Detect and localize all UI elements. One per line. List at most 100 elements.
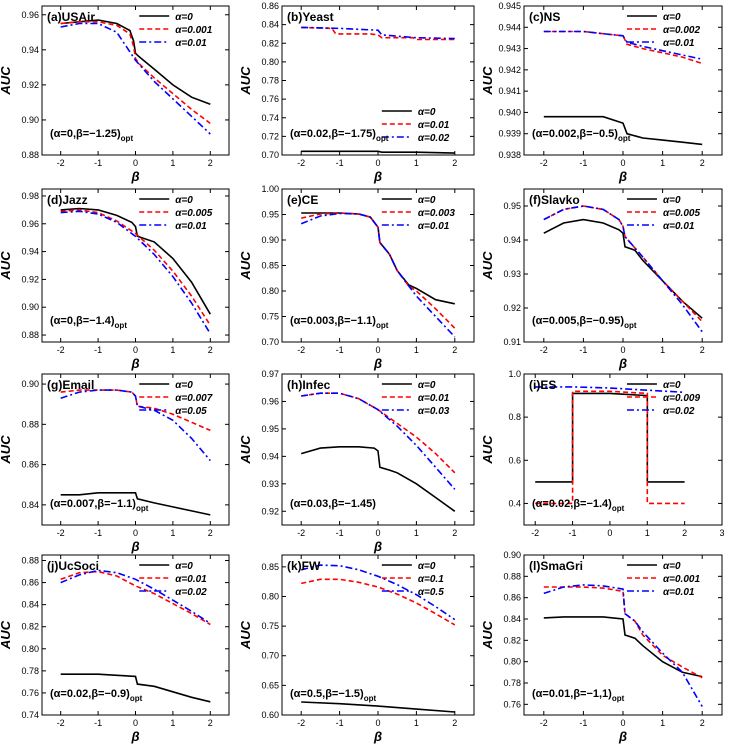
legend-label: α=0.001 (663, 574, 701, 585)
y-tick-label: 1.0 (508, 369, 521, 379)
series-line-3 (60, 389, 211, 462)
series-line-1 (301, 150, 455, 154)
series-line-1 (543, 218, 703, 319)
x-tick-label: -2 (297, 158, 305, 168)
optimal-annotation: (α=0.002,β=−0.5)opt (532, 128, 631, 143)
x-tick-label: -1 (94, 528, 102, 538)
x-tick-label: 1 (645, 528, 650, 538)
x-tick-label: 2 (452, 718, 457, 728)
panel-9: -2 -1 0 1 2 3 0.4 0.6 0.8 1.0 (i)ES α=0 α=0.009 α=0.0… (480, 369, 725, 538)
x-tick-label: 1 (660, 718, 665, 728)
y-axis-label: AUC (238, 66, 253, 96)
x-tick-label: -1 (579, 345, 587, 355)
y-tick-label: 0.8 (508, 412, 521, 422)
y-tick-label: 0.95 (261, 210, 279, 220)
series-line-2 (543, 30, 703, 65)
legend-label: α=0 (418, 380, 436, 391)
x-tick-label: -1 (94, 718, 102, 728)
panel-11: -2 -1 0 1 2 0.60 0.65 0.70 0.75 0.80 0.85 (k)FW α=0 α… (238, 554, 475, 744)
y-tick-label: 0.4 (508, 498, 521, 508)
legend-label: α=0.003 (418, 208, 456, 219)
y-tick-label: 0.88 (21, 556, 39, 566)
y-tick-label: 0.60 (261, 710, 279, 720)
series-line-1 (543, 115, 703, 146)
x-tick-label: -1 (336, 528, 344, 538)
y-tick-label: 0.86 (21, 578, 39, 588)
series-line-2 (301, 212, 456, 329)
y-tick-label: 0.84 (21, 500, 39, 510)
legend-label: α=0.05 (175, 406, 207, 417)
x-tick-label: 1 (660, 345, 665, 355)
legend-label: α=0 (418, 107, 436, 118)
panel-5: -2 -1 0 1 2 0.70 0.75 0.80 0.85 0.90 0.95 1.00 (e)CE… (238, 184, 475, 371)
panel-title: (g)Email (47, 378, 94, 392)
x-tick-label: 0 (133, 345, 138, 355)
x-tick-label: 2 (208, 528, 213, 538)
series-line-2 (60, 209, 211, 326)
legend-label: α=0.02 (418, 133, 450, 144)
y-axis-label: AUC (0, 66, 13, 96)
panel-title: (d)Jazz (47, 193, 88, 207)
legend-label: α=0 (175, 195, 193, 206)
x-tick-label: -1 (579, 158, 587, 168)
y-tick-label: 0.92 (503, 303, 521, 313)
y-tick-label: 0.94 (261, 451, 279, 461)
x-tick-label: 0 (375, 718, 380, 728)
y-tick-label: 0.944 (498, 22, 521, 32)
y-tick-label: 0.74 (261, 113, 279, 123)
y-tick-label: 0.92 (261, 506, 279, 516)
y-tick-label: 0.97 (261, 369, 279, 379)
x-axis-label: β (130, 169, 139, 184)
y-axis-label: AUC (238, 251, 253, 281)
y-tick-label: 0.70 (261, 337, 279, 347)
x-tick-label: 2 (700, 158, 705, 168)
legend-label: α=0.02 (663, 406, 695, 417)
x-tick-label: 0 (133, 718, 138, 728)
legend-label: α=0.002 (663, 25, 701, 36)
x-tick-label: 0 (375, 528, 380, 538)
x-tick-label: -2 (540, 345, 548, 355)
x-tick-label: 0 (133, 158, 138, 168)
x-tick-label: -1 (94, 158, 102, 168)
series-line-3 (301, 26, 455, 40)
y-tick-label: 0.82 (21, 622, 39, 632)
y-tick-label: 0.78 (21, 666, 39, 676)
x-tick-label: -2 (540, 718, 548, 728)
legend-label: α=0 (663, 561, 681, 572)
y-tick-label: 0.70 (261, 651, 279, 661)
y-axis-label: AUC (238, 620, 253, 650)
legend-label: α=0 (175, 380, 193, 391)
y-axis-label: AUC (0, 435, 13, 465)
y-tick-label: 0.93 (503, 269, 521, 279)
panel-10: -2 -1 0 1 2 0.74 0.76 0.78 0.80 0.82 0.84 0.86 0.88 (… (0, 554, 230, 744)
y-tick-label: 0.84 (21, 600, 39, 610)
y-tick-label: 0.941 (498, 86, 521, 96)
x-axis-label: β (618, 729, 627, 744)
optimal-annotation: (α=0.007,β=−1.1)opt (50, 498, 149, 513)
optimal-annotation: (α=0,β=−1.4)opt (50, 315, 127, 330)
legend-label: α=0 (663, 195, 681, 206)
x-tick-label: -2 (57, 528, 65, 538)
legend-label: α=0.5 (418, 587, 444, 598)
legend-label: α=0.001 (175, 25, 213, 36)
series-line-3 (60, 210, 211, 335)
optimal-annotation: (α=0.03,β=−1.45) (290, 498, 376, 510)
x-tick-label: 1 (414, 345, 419, 355)
x-tick-label: 0 (620, 345, 625, 355)
y-tick-label: 0.80 (261, 57, 279, 67)
legend-label: α=0.01 (175, 574, 207, 585)
y-tick-label: 0.94 (21, 45, 39, 55)
y-axis-label: AUC (0, 251, 13, 281)
panel-12: -2 -1 0 1 2 0.76 0.78 0.80 0.82 0.84 0.86 0.88 0.90 (… (480, 550, 723, 744)
x-tick-label: 1 (414, 158, 419, 168)
x-tick-label: 0 (620, 718, 625, 728)
y-tick-label: 0.86 (261, 1, 279, 11)
plot-frame (523, 373, 723, 526)
legend-label: α=0 (175, 12, 193, 23)
y-tick-label: 0.76 (503, 699, 521, 709)
y-axis-label: AUC (480, 620, 495, 650)
y-tick-label: 0.95 (261, 424, 279, 434)
y-tick-label: 0.88 (503, 571, 521, 581)
y-tick-label: 0.945 (498, 1, 521, 11)
panel-title: (b)Yeast (287, 10, 334, 24)
